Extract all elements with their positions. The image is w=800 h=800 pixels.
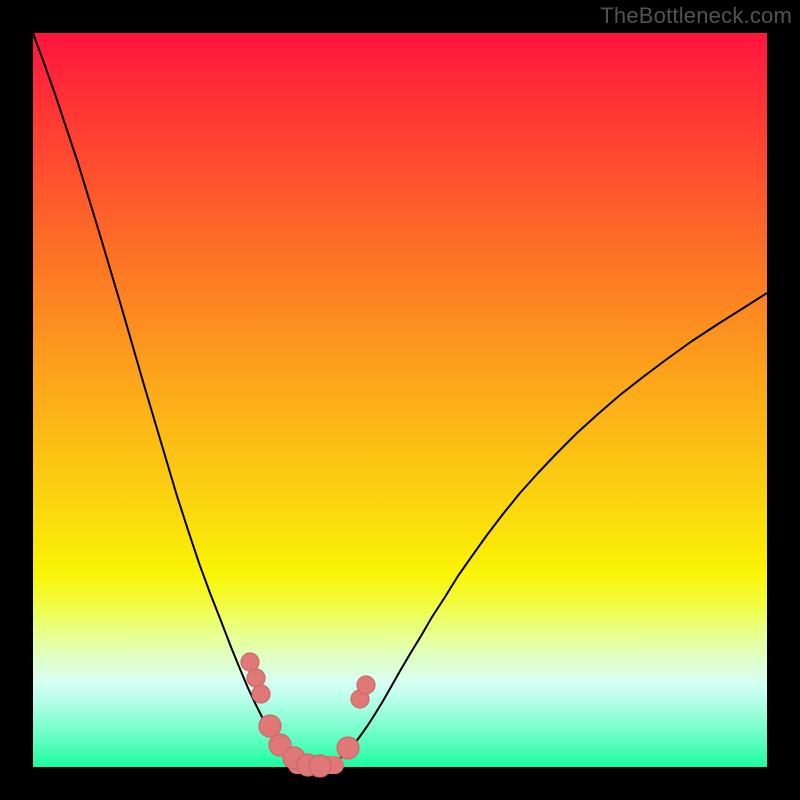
marker-left	[247, 669, 265, 687]
marker-left	[252, 685, 270, 703]
marker-left	[309, 755, 331, 777]
chart-container: TheBottleneck.com	[0, 0, 800, 800]
marker-right	[357, 676, 375, 694]
gradient-field	[33, 33, 767, 767]
watermark-text: TheBottleneck.com	[600, 3, 792, 29]
bottleneck-v-chart	[0, 0, 800, 800]
marker-right	[337, 737, 359, 759]
marker-left	[241, 653, 259, 671]
